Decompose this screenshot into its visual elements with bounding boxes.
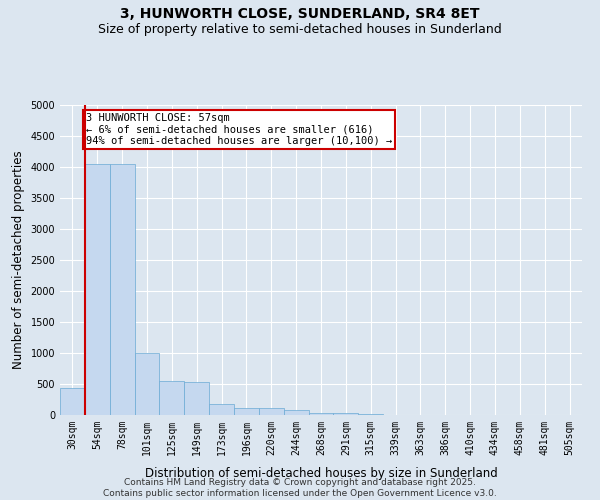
Text: 3 HUNWORTH CLOSE: 57sqm
← 6% of semi-detached houses are smaller (616)
94% of se: 3 HUNWORTH CLOSE: 57sqm ← 6% of semi-det… — [86, 113, 392, 146]
Bar — [184, 382, 209, 415]
Bar — [284, 410, 308, 415]
Bar — [160, 381, 184, 415]
Bar — [234, 408, 259, 415]
Bar — [134, 353, 160, 415]
Bar — [209, 404, 234, 415]
Bar — [60, 388, 85, 415]
Bar — [110, 164, 134, 415]
Bar — [334, 413, 358, 415]
Bar — [358, 414, 383, 415]
Text: Contains HM Land Registry data © Crown copyright and database right 2025.
Contai: Contains HM Land Registry data © Crown c… — [103, 478, 497, 498]
Text: Distribution of semi-detached houses by size in Sunderland: Distribution of semi-detached houses by … — [145, 467, 497, 480]
Text: Size of property relative to semi-detached houses in Sunderland: Size of property relative to semi-detach… — [98, 22, 502, 36]
Bar — [308, 412, 334, 415]
Bar — [259, 408, 284, 415]
Bar — [85, 164, 110, 415]
Y-axis label: Number of semi-detached properties: Number of semi-detached properties — [12, 150, 25, 370]
Text: 3, HUNWORTH CLOSE, SUNDERLAND, SR4 8ET: 3, HUNWORTH CLOSE, SUNDERLAND, SR4 8ET — [120, 8, 480, 22]
